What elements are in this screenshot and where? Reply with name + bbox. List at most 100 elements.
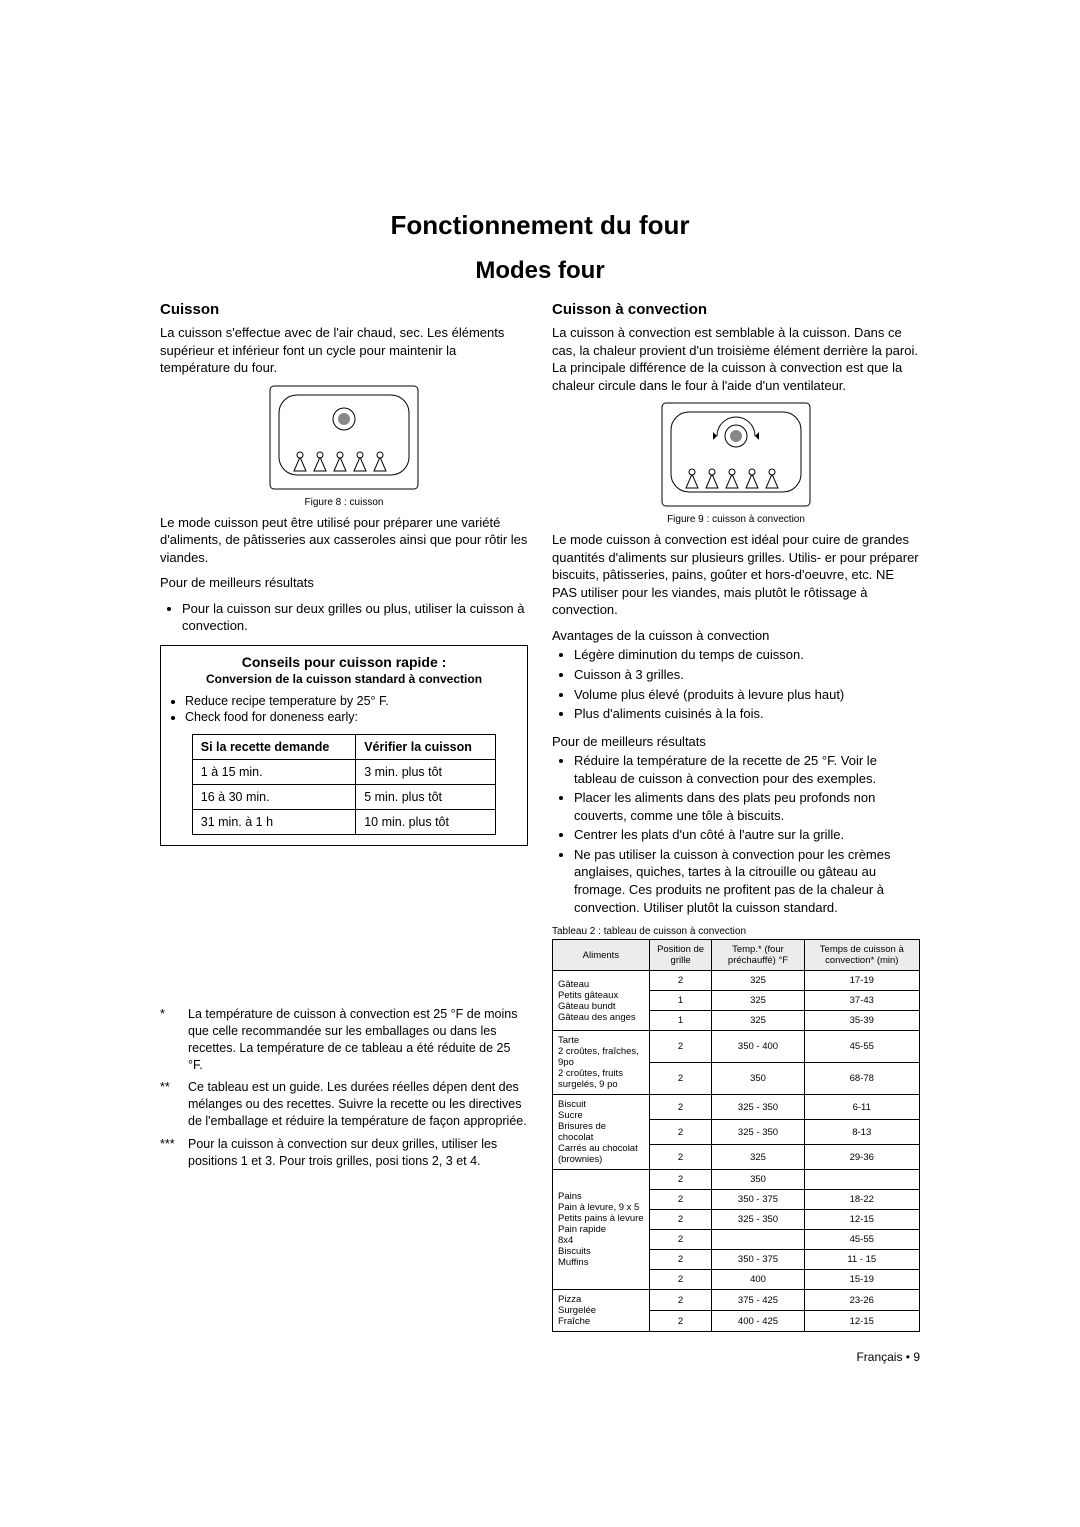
table-cell: 2 (649, 1170, 712, 1190)
table-cell: 400 - 425 (712, 1311, 804, 1332)
table-cell: 400 (712, 1270, 804, 1290)
page: Fonctionnement du four Modes four Cuisso… (0, 0, 1080, 1424)
list-item: Reduce recipe temperature by 25° F. (185, 694, 517, 708)
page-number: Français • 9 (552, 1350, 920, 1364)
figure-8 (160, 385, 528, 495)
list-item: Centrer les plats d'un côté à l'autre su… (574, 826, 920, 844)
table-cell (712, 1230, 804, 1250)
table-cell: 29-36 (804, 1145, 919, 1170)
footnote-text: Pour la cuisson à convection sur deux gr… (188, 1136, 528, 1170)
table-cell: BiscuitSucreBrisures de chocolatCarrés a… (553, 1095, 650, 1170)
table-cell: 350 (712, 1063, 804, 1095)
table-cell: 325 - 350 (712, 1210, 804, 1230)
list-item: Cuisson à 3 grilles. (574, 666, 920, 684)
table-cell: 11 - 15 (804, 1250, 919, 1270)
right-column: Cuisson à convection La cuisson à convec… (552, 301, 920, 1364)
cuisson-para2: Le mode cuisson peut être utilisé pour p… (160, 514, 528, 567)
table-cell: 12-15 (804, 1210, 919, 1230)
list-item: Check food for doneness early: (185, 710, 517, 724)
advantages-list: Légère diminution du temps de cuisson.Cu… (552, 646, 920, 722)
table-cell: 350 - 400 (712, 1031, 804, 1063)
left-column: Cuisson La cuisson s'effectue avec de l'… (160, 301, 528, 1364)
table-cell: 1 à 15 min. (192, 759, 355, 784)
list-item: Plus d'aliments cuisinés à la fois. (574, 705, 920, 723)
table-cell: 23-26 (804, 1290, 919, 1311)
table-cell: 325 - 350 (712, 1120, 804, 1145)
table-cell: 16 à 30 min. (192, 784, 355, 809)
convection-intro: La cuisson à convection est semblable à … (552, 324, 920, 394)
table-header: Si la recette demande (192, 734, 355, 759)
table-cell: 2 (649, 1210, 712, 1230)
table-cell: 6-11 (804, 1095, 919, 1120)
table-header: Position de grille (649, 940, 712, 971)
table-cell: 2 (649, 1190, 712, 1210)
table-cell: 17-19 (804, 971, 919, 991)
table-cell: 2 (649, 1290, 712, 1311)
table-cell: GâteauPetits gâteauxGâteau bundtGâteau d… (553, 971, 650, 1031)
table-cell: 8-13 (804, 1120, 919, 1145)
table-cell: 18-22 (804, 1190, 919, 1210)
table-cell: 12-15 (804, 1311, 919, 1332)
table-cell: 375 - 425 (712, 1290, 804, 1311)
table-cell: 325 (712, 1145, 804, 1170)
table-cell: 2 (649, 1270, 712, 1290)
cuisson-best-list: Pour la cuisson sur deux grilles ou plus… (160, 600, 528, 635)
footnote-text: La température de cuisson à convection e… (188, 1006, 528, 1074)
table-row: PainsPain à levure, 9 x 5Petits pains à … (553, 1170, 920, 1190)
subtitle: Modes four (160, 257, 920, 285)
table-header: Temp.* (four préchauffé) °F (712, 940, 804, 971)
table-cell: 2 (649, 1250, 712, 1270)
footnotes: *La température de cuisson à convection … (160, 1006, 528, 1170)
table-cell: 2 (649, 1120, 712, 1145)
table-cell: PainsPain à levure, 9 x 5Petits pains à … (553, 1170, 650, 1290)
tips-subtitle: Conversion de la cuisson standard à conv… (171, 672, 517, 686)
table-cell: 325 (712, 971, 804, 991)
table-cell: 325 - 350 (712, 1095, 804, 1120)
table-cell: 31 min. à 1 h (192, 809, 355, 834)
table-cell: 350 - 375 (712, 1250, 804, 1270)
table-cell: 3 min. plus tôt (356, 759, 496, 784)
list-item: Placer les aliments dans des plats peu p… (574, 789, 920, 824)
table-row: GâteauPetits gâteauxGâteau bundtGâteau d… (553, 971, 920, 991)
table-cell: 10 min. plus tôt (356, 809, 496, 834)
table-row: 1 à 15 min.3 min. plus tôt (192, 759, 495, 784)
table-cell (804, 1170, 919, 1190)
table-cell: 325 (712, 991, 804, 1011)
main-title: Fonctionnement du four (160, 210, 920, 241)
table-cell: 2 (649, 1095, 712, 1120)
figure-9-caption: Figure 9 : cuisson à convection (552, 514, 920, 525)
table-cell: 1 (649, 1011, 712, 1031)
figure-8-caption: Figure 8 : cuisson (160, 497, 528, 508)
cuisson-heading: Cuisson (160, 301, 528, 318)
footnote: *La température de cuisson à convection … (160, 1006, 528, 1074)
footnote-text: Ce tableau est un guide. Les durées réel… (188, 1079, 528, 1130)
table-row: BiscuitSucreBrisures de chocolatCarrés a… (553, 1095, 920, 1120)
table-row: 31 min. à 1 h10 min. plus tôt (192, 809, 495, 834)
conv-best-list: Réduire la température de la recette de … (552, 752, 920, 916)
table-cell: 45-55 (804, 1031, 919, 1063)
table-cell: 2 (649, 1063, 712, 1095)
list-item: Réduire la température de la recette de … (574, 752, 920, 787)
footnote-mark: ** (160, 1079, 188, 1130)
table-cell: 350 - 375 (712, 1190, 804, 1210)
convection-heading: Cuisson à convection (552, 301, 920, 318)
table-row: PizzaSurgeléeFraîche2375 - 42523-26 (553, 1290, 920, 1311)
list-item: Ne pas utiliser la cuisson à convection … (574, 846, 920, 916)
tips-box: Conseils pour cuisson rapide : Conversio… (160, 645, 528, 846)
table-cell: 2 (649, 1145, 712, 1170)
convection-para2: Le mode cuisson à convection est idéal p… (552, 531, 920, 619)
table-cell: PizzaSurgeléeFraîche (553, 1290, 650, 1332)
cuisson-intro: La cuisson s'effectue avec de l'air chau… (160, 324, 528, 377)
footnote: ***Pour la cuisson à convection sur deux… (160, 1136, 528, 1170)
table-row: 16 à 30 min.5 min. plus tôt (192, 784, 495, 809)
table-header: Vérifier la cuisson (356, 734, 496, 759)
cuisson-best-label: Pour de meilleurs résultats (160, 574, 528, 592)
table-cell: 1 (649, 991, 712, 1011)
table-cell: 2 (649, 1311, 712, 1332)
table-cell: 35-39 (804, 1011, 919, 1031)
table-cell: 2 (649, 1230, 712, 1250)
cook-table: AlimentsPosition de grilleTemp.* (four p… (552, 939, 920, 1332)
tips-title: Conseils pour cuisson rapide : (171, 654, 517, 670)
table-row: Tarte2 croûtes, fraîches, 9po2 croûtes, … (553, 1031, 920, 1063)
cook-table-caption: Tableau 2 : tableau de cuisson à convect… (552, 926, 920, 937)
